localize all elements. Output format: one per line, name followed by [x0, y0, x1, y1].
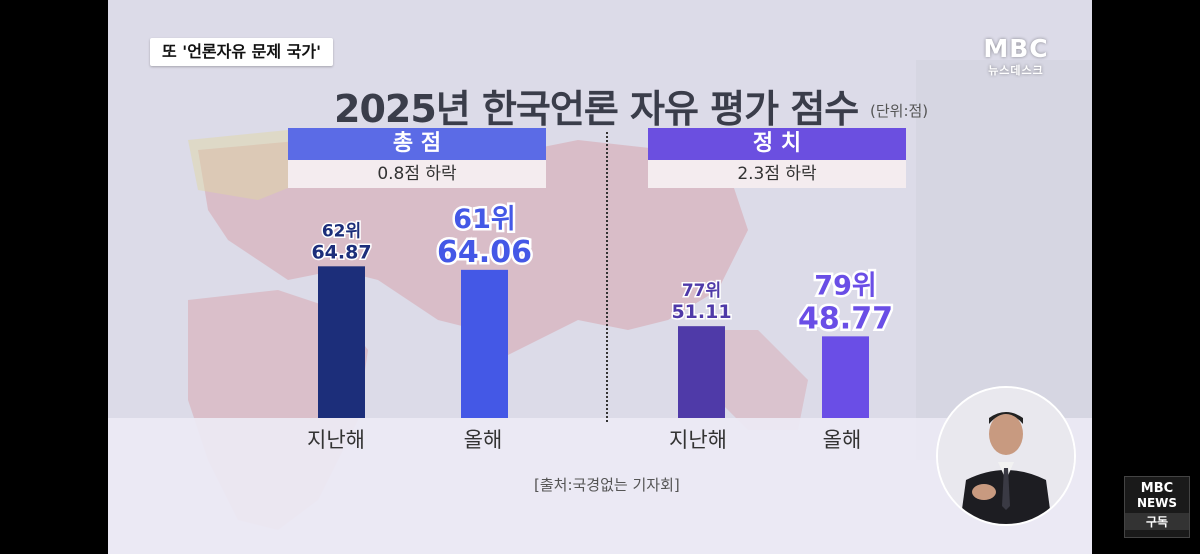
group-change-total: 0.8점 하락 — [288, 160, 546, 188]
news-logo-line1: MBC — [1140, 481, 1174, 496]
broadcast-frame: 또 '언론자유 문제 국가' MBC 뉴스데스크 2025년 한국언론 자유 평… — [108, 0, 1092, 554]
x-label-total-last-year: 지난해 — [307, 428, 365, 452]
x-label-politics-last-year: 지난해 — [669, 428, 727, 452]
source-label: [출처:국경없는 기자회] — [534, 476, 680, 494]
mbc-logo-main: MBC — [983, 34, 1049, 63]
mbc-news-subscribe-logo[interactable]: MBC NEWS 구독 — [1124, 476, 1190, 538]
rank-label-politics-last-year: 77위 — [682, 281, 721, 301]
sign-language-interpreter — [936, 386, 1076, 526]
group-change-politics: 2.3점 하락 — [648, 160, 906, 188]
x-label-total-this-year: 올해 — [463, 428, 503, 452]
interpreter-image — [938, 388, 1074, 524]
mbc-logo-sub: 뉴스데스크 — [988, 64, 1044, 77]
subscribe-label[interactable]: 구독 — [1125, 513, 1189, 530]
rank-label-total-this-year: 61위 — [453, 204, 515, 235]
bar-total-last-year — [318, 266, 365, 418]
bar-politics-this-year — [822, 336, 869, 418]
bar-total-this-year — [461, 269, 508, 418]
caption-tag: 또 '언론자유 문제 국가' — [150, 38, 333, 66]
value-label-politics-this-year: 48.77 — [798, 301, 893, 336]
mbc-logo: MBC 뉴스데스크 — [976, 36, 1056, 78]
value-label-politics-last-year: 51.11 — [671, 301, 731, 323]
value-label-total-last-year: 64.87 — [311, 241, 371, 263]
bar-politics-last-year — [678, 326, 725, 418]
rank-label-total-last-year: 62위 — [322, 221, 361, 241]
x-label-politics-this-year: 올해 — [822, 428, 862, 452]
group-header-total: 총 점 — [288, 128, 546, 160]
unit-label: (단위:점) — [870, 102, 929, 120]
chart-title: 2025년 한국언론 자유 평가 점수 — [334, 87, 859, 131]
group-header-politics: 정 치 — [648, 128, 906, 160]
news-logo-line2: NEWS — [1136, 496, 1178, 510]
value-label-total-this-year: 64.06 — [437, 235, 532, 270]
world-map-background — [108, 0, 1092, 554]
group-divider — [606, 132, 608, 422]
bottom-panel — [108, 418, 1092, 554]
rank-label-politics-this-year: 79위 — [814, 270, 876, 301]
